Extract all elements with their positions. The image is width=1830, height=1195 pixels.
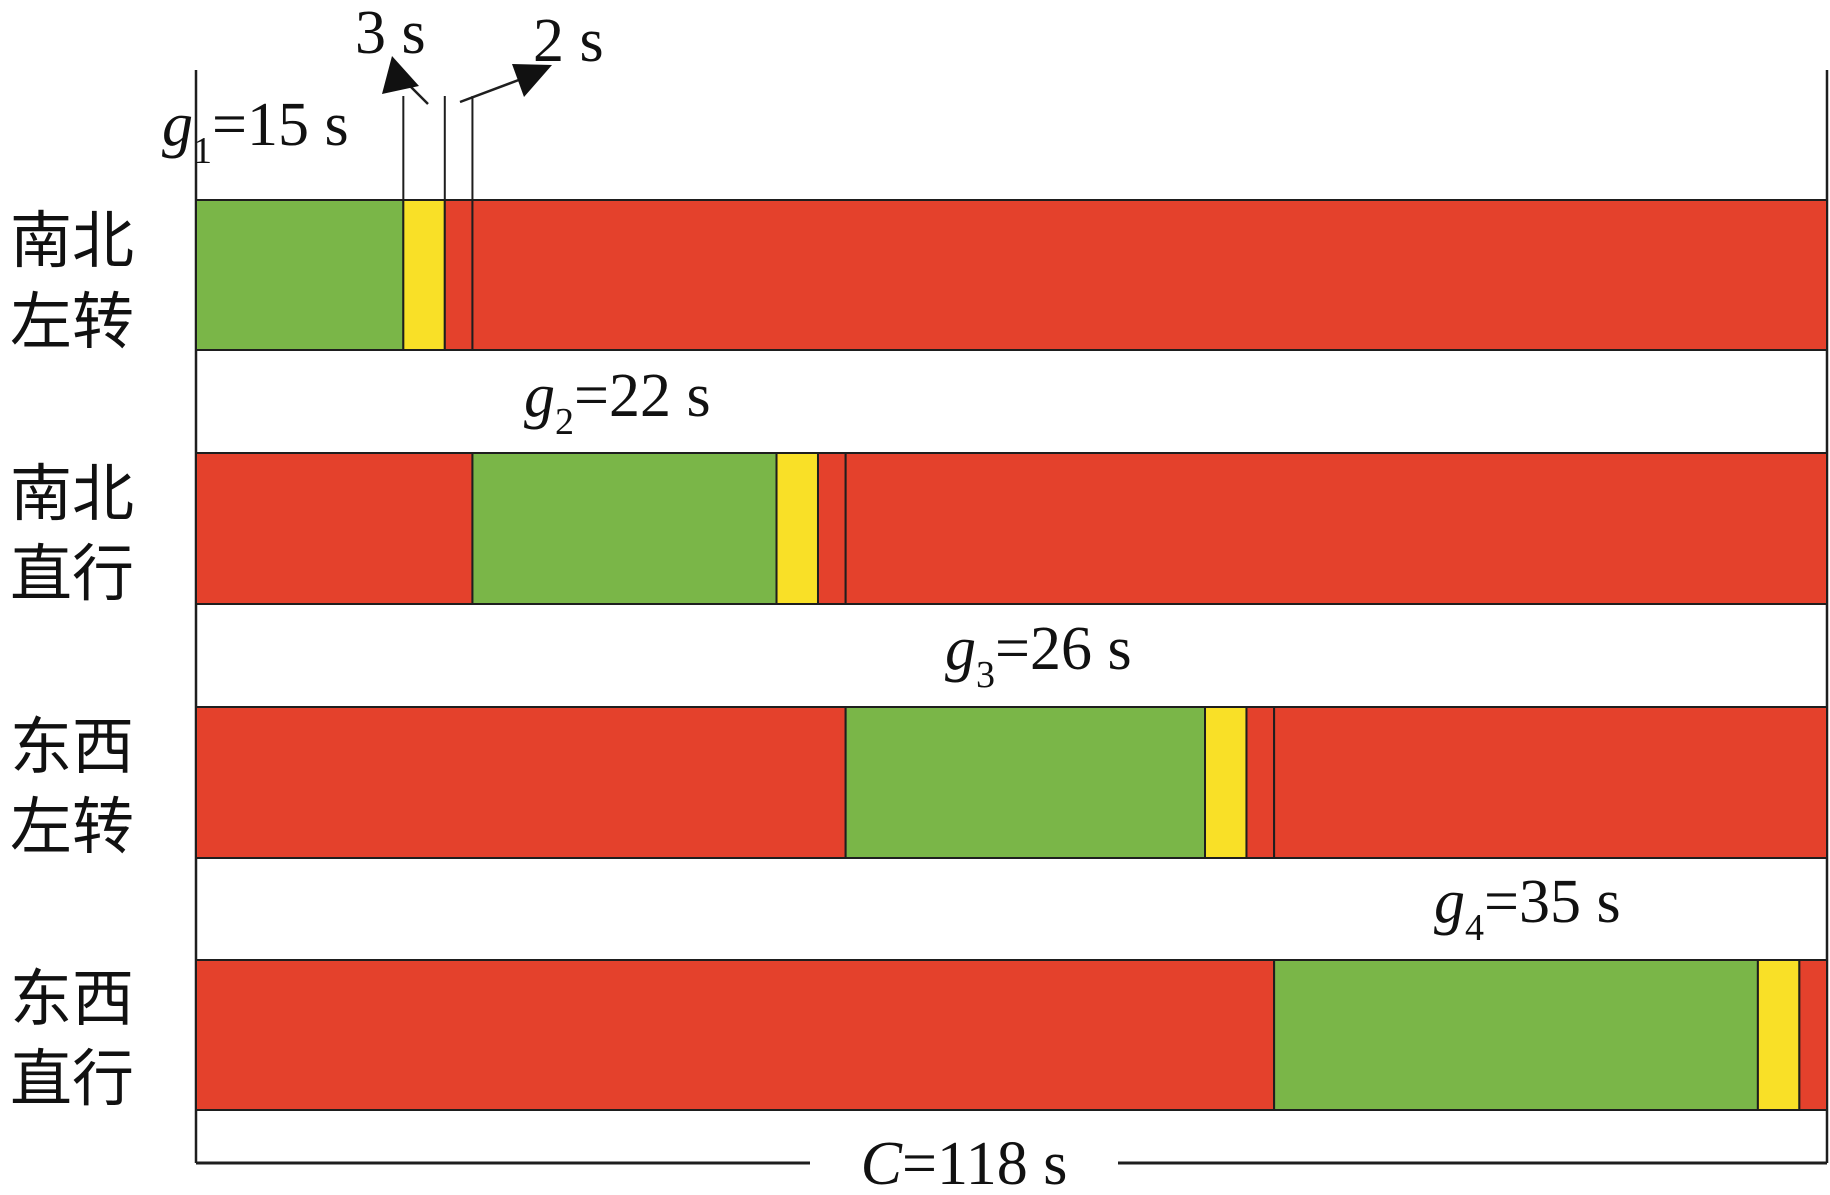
red-bar-segment-after <box>1273 706 1828 859</box>
green-index: 4 <box>1465 907 1484 949</box>
yellow-pointer-arrowhead <box>382 56 419 94</box>
phase-label-top: 南北 <box>10 204 134 277</box>
green-symbol: g <box>162 91 193 159</box>
red-bar-segment-before <box>195 452 474 605</box>
cycle-symbol: C <box>861 1130 903 1195</box>
all-red-interval-label: 2 s <box>533 7 604 75</box>
cycle-length-label: C=118 s <box>861 1130 1068 1195</box>
all-red-pointer-arrow-shaft <box>459 76 525 104</box>
green-value: =35 s <box>1484 868 1621 936</box>
red-bar-segment-after <box>844 452 1828 605</box>
yellow-bar-segment <box>1756 959 1801 1111</box>
green-bar-segment <box>195 199 405 351</box>
all-red-pointer-arrowhead <box>512 64 552 97</box>
red-bar-segment-after <box>471 199 1828 351</box>
green-duration-label-2: g2=22 s <box>524 362 711 443</box>
yellow-bar-segment <box>775 452 819 605</box>
phase-row-3: 东西 左转 <box>10 706 1828 863</box>
phase-label-top: 东西 <box>10 710 134 783</box>
yellow-bar-segment <box>1204 706 1248 859</box>
green-index: 1 <box>193 130 212 172</box>
green-value: =22 s <box>574 362 711 430</box>
green-value: =26 s <box>995 615 1132 683</box>
green-index: 2 <box>555 401 574 443</box>
yellow-interval-label: 3 s <box>355 0 426 67</box>
phase-label-bottom: 左转 <box>10 285 134 358</box>
green-value: =15 s <box>212 91 349 159</box>
red-bar-segment-before <box>195 959 1276 1111</box>
green-duration-label-3: g3=26 s <box>945 615 1132 696</box>
phase-label-bottom: 左转 <box>10 790 134 863</box>
green-symbol: g <box>945 615 976 683</box>
all-red-bar-segment <box>816 452 847 605</box>
all-red-bar-segment <box>443 199 474 351</box>
phase-row-4: 东西 直行 <box>10 959 1829 1115</box>
all-red-bar-segment <box>1245 706 1276 859</box>
cycle-value: =118 s <box>902 1130 1067 1195</box>
yellow-bar-segment <box>402 199 446 351</box>
interval-annotation: 3 s 2 s <box>355 0 604 200</box>
green-index: 3 <box>976 654 995 696</box>
green-symbol: g <box>1434 868 1465 936</box>
green-symbol: g <box>524 362 555 430</box>
phase-row-1: 南北 左转 <box>10 199 1828 358</box>
green-bar-segment <box>471 452 778 605</box>
green-bar-segment <box>844 706 1207 859</box>
green-duration-label-4: g4=35 s <box>1434 868 1621 949</box>
phase-label-top: 南北 <box>10 457 134 530</box>
green-bar-segment <box>1273 959 1759 1111</box>
phase-row-2: 南北 直行 <box>10 452 1828 610</box>
phase-label-top: 东西 <box>10 962 134 1035</box>
phase-label-bottom: 直行 <box>10 1042 134 1115</box>
green-duration-label-1: g1=15 s <box>162 91 349 172</box>
red-bar-segment-before <box>195 706 847 859</box>
all-red-bar-segment <box>1798 959 1829 1111</box>
phase-label-bottom: 直行 <box>10 537 134 610</box>
